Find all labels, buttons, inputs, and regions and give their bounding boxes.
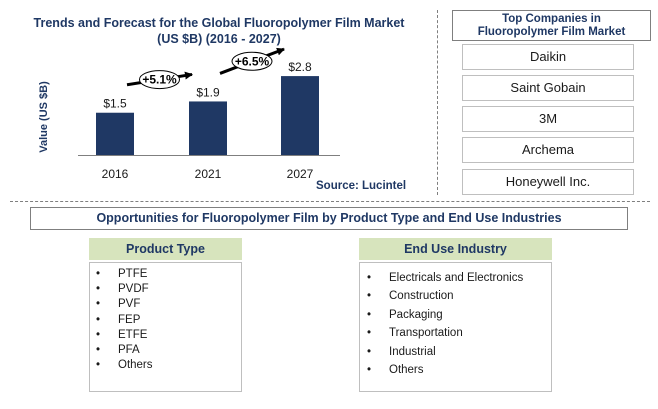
list-item: Others (367, 361, 551, 380)
company-box: Honeywell Inc. (462, 169, 634, 195)
list-item: Others (96, 358, 241, 373)
data-label: $1.5 (103, 97, 127, 111)
company-box: Saint Gobain (462, 75, 634, 101)
y-axis-label: Value (US $B) (38, 81, 50, 153)
bar-chart: Value (US $B) $1.5 2016 $1.9 2021 $2.8 2027 +5.… (38, 47, 340, 181)
data-label: $1.9 (196, 85, 220, 99)
bar (281, 76, 319, 155)
bar (189, 101, 227, 155)
x-tick-label: 2021 (195, 167, 222, 181)
list-item: PVF (96, 297, 241, 312)
list-item: Industrial (367, 343, 551, 362)
bar (96, 112, 134, 155)
data-label: $2.8 (288, 60, 312, 74)
end-use-list: Electricals and Electronics Construction… (359, 262, 552, 392)
list-item: Construction (367, 287, 551, 306)
list-item: PFA (96, 343, 241, 358)
list-item: ETFE (96, 328, 241, 343)
company-box: Archema (462, 137, 634, 163)
companies-header-line1: Top Companies in (502, 13, 601, 25)
list-item: PTFE (96, 267, 241, 282)
product-type-list: PTFE PVDF PVF FEP ETFE PFA Others (89, 262, 242, 392)
list-item: Electricals and Electronics (367, 269, 551, 288)
list-item: FEP (96, 313, 241, 328)
growth-label: +6.5% (235, 54, 270, 68)
list-item: PVDF (96, 282, 241, 297)
vertical-divider (437, 10, 438, 195)
product-type-header: Product Type (89, 238, 242, 260)
x-tick-label: 2016 (102, 167, 129, 181)
horizontal-divider (10, 201, 650, 202)
list-item: Packaging (367, 306, 551, 325)
growth-badge (231, 51, 273, 71)
end-use-header: End Use Industry (359, 238, 552, 260)
growth-label: +5.1% (142, 73, 177, 87)
x-tick-label: 2027 (287, 167, 314, 181)
companies-header: Top Companies in Fluoropolymer Film Mark… (452, 10, 651, 41)
opportunities-header: Opportunities for Fluoropolymer Film by … (30, 207, 628, 230)
list-item: Transportation (367, 324, 551, 343)
chart-title-line1: Trends and Forecast for the Global Fluor… (33, 16, 405, 30)
source-label: Source: Lucintel (316, 180, 407, 192)
company-box: Daikin (462, 44, 634, 70)
company-box: 3M (462, 106, 634, 132)
chart-title: Trends and Forecast for the Global Fluor… (30, 15, 408, 47)
companies-header-line2: Fluoropolymer Film Market (477, 26, 626, 38)
chart-title-line2: (US $B) (2016 - 2027) (157, 32, 281, 46)
growth-badge (139, 70, 180, 90)
